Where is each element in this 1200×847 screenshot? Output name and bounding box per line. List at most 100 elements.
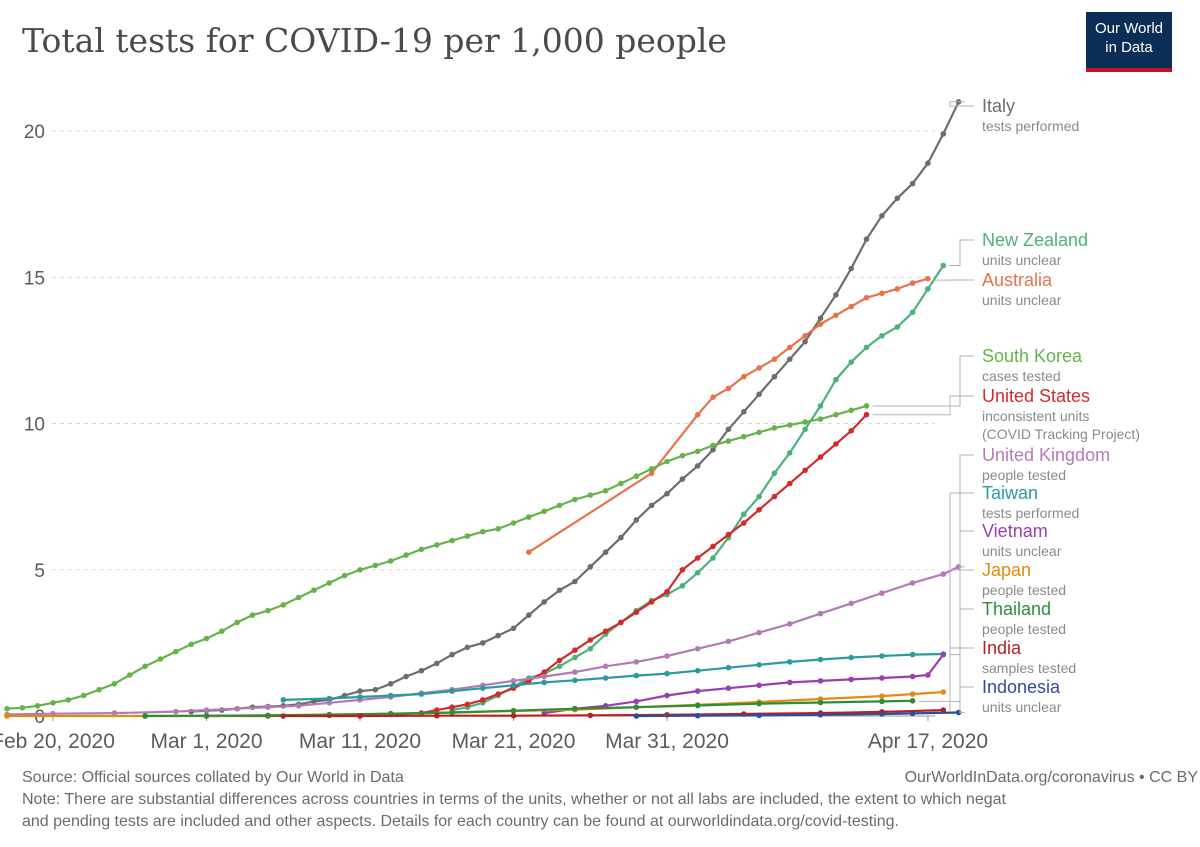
data-point-australia[interactable]: [694, 411, 701, 418]
data-point-south-korea[interactable]: [863, 403, 870, 409]
data-point-south-korea[interactable]: [556, 502, 563, 509]
series-line-united-kingdom[interactable]: [5, 565, 960, 716]
data-point-south-korea[interactable]: [848, 407, 854, 414]
data-point-japan[interactable]: [879, 693, 885, 699]
data-point-taiwan[interactable]: [694, 667, 701, 674]
data-point-italy[interactable]: [618, 534, 624, 541]
data-point-united-states[interactable]: [741, 520, 747, 526]
data-point-italy[interactable]: [833, 292, 839, 298]
data-point-new-zealand[interactable]: [694, 569, 701, 576]
data-point-united-kingdom[interactable]: [817, 610, 824, 617]
data-point-italy[interactable]: [648, 502, 655, 509]
data-point-australia[interactable]: [894, 286, 901, 292]
data-point-south-korea[interactable]: [4, 705, 10, 712]
data-point-united-states[interactable]: [725, 531, 732, 538]
data-point-south-korea[interactable]: [418, 546, 425, 553]
data-point-new-zealand[interactable]: [925, 286, 931, 292]
data-point-taiwan[interactable]: [602, 675, 609, 681]
data-point-united-states[interactable]: [618, 619, 624, 626]
data-point-south-korea[interactable]: [188, 641, 194, 648]
data-point-taiwan[interactable]: [787, 659, 793, 665]
data-point-vietnam[interactable]: [879, 675, 885, 681]
data-point-united-states[interactable]: [556, 657, 563, 664]
data-point-italy[interactable]: [679, 476, 686, 482]
series-south-korea[interactable]: [4, 403, 870, 712]
data-point-italy[interactable]: [464, 644, 471, 651]
series-label-united-kingdom[interactable]: United Kingdom: [982, 445, 1110, 465]
data-point-thailand[interactable]: [756, 700, 762, 707]
data-point-vietnam[interactable]: [756, 682, 762, 689]
data-point-united-kingdom[interactable]: [848, 600, 854, 607]
series-line-united-states[interactable]: [205, 413, 868, 718]
data-point-south-korea[interactable]: [311, 587, 317, 593]
data-point-thailand[interactable]: [510, 707, 517, 714]
data-point-taiwan[interactable]: [387, 692, 394, 699]
data-point-italy[interactable]: [879, 213, 885, 219]
data-point-south-korea[interactable]: [157, 656, 164, 662]
data-point-new-zealand[interactable]: [848, 359, 854, 365]
data-point-new-zealand[interactable]: [894, 324, 901, 330]
data-point-vietnam[interactable]: [817, 678, 824, 684]
data-point-new-zealand[interactable]: [879, 333, 885, 339]
data-point-italy[interactable]: [495, 632, 501, 639]
data-point-south-korea[interactable]: [219, 628, 225, 634]
data-point-thailand[interactable]: [449, 709, 455, 716]
data-point-south-korea[interactable]: [510, 520, 517, 526]
data-point-south-korea[interactable]: [480, 528, 486, 535]
data-point-vietnam[interactable]: [940, 651, 947, 658]
data-point-australia[interactable]: [879, 290, 885, 297]
series-line-india[interactable]: [282, 708, 945, 718]
data-point-new-zealand[interactable]: [771, 470, 778, 477]
series-line-new-zealand[interactable]: [451, 264, 945, 712]
data-point-indonesia[interactable]: [694, 712, 701, 719]
series-vietnam[interactable]: [541, 651, 947, 716]
data-point-united-states[interactable]: [863, 411, 870, 418]
data-point-italy[interactable]: [817, 315, 824, 322]
data-point-united-states[interactable]: [833, 441, 839, 447]
data-point-indonesia[interactable]: [633, 713, 640, 719]
series-italy[interactable]: [188, 99, 962, 715]
data-point-australia[interactable]: [817, 321, 824, 327]
data-point-taiwan[interactable]: [480, 685, 486, 691]
data-point-italy[interactable]: [741, 409, 747, 415]
data-point-south-korea[interactable]: [234, 619, 240, 626]
data-point-new-zealand[interactable]: [741, 511, 747, 517]
data-point-italy[interactable]: [725, 426, 732, 433]
data-point-united-kingdom[interactable]: [541, 673, 547, 680]
series-label-japan[interactable]: Japan: [982, 560, 1031, 580]
series-label-vietnam[interactable]: Vietnam: [982, 521, 1048, 541]
series-new-zealand[interactable]: [449, 262, 947, 713]
data-point-italy[interactable]: [526, 612, 532, 618]
data-point-new-zealand[interactable]: [587, 645, 594, 652]
data-point-south-korea[interactable]: [265, 607, 271, 614]
data-point-italy[interactable]: [863, 236, 870, 242]
data-point-australia[interactable]: [787, 344, 793, 351]
data-point-italy[interactable]: [587, 564, 594, 570]
data-point-italy[interactable]: [572, 578, 578, 585]
data-point-australia[interactable]: [648, 470, 655, 477]
data-point-south-korea[interactable]: [572, 496, 578, 503]
data-point-south-korea[interactable]: [341, 572, 348, 579]
data-point-united-kingdom[interactable]: [234, 705, 240, 712]
data-point-new-zealand[interactable]: [863, 344, 870, 351]
data-point-australia[interactable]: [863, 294, 870, 301]
data-point-italy[interactable]: [602, 549, 609, 555]
data-point-italy[interactable]: [894, 195, 901, 202]
data-point-united-states[interactable]: [449, 704, 455, 710]
data-point-japan[interactable]: [940, 689, 947, 695]
data-point-australia[interactable]: [526, 549, 532, 555]
data-point-south-korea[interactable]: [679, 452, 686, 459]
data-point-vietnam[interactable]: [633, 698, 640, 705]
data-point-australia[interactable]: [771, 356, 778, 363]
data-point-australia[interactable]: [710, 394, 716, 401]
data-point-india[interactable]: [940, 707, 947, 713]
data-point-italy[interactable]: [449, 651, 455, 658]
data-point-south-korea[interactable]: [741, 433, 747, 440]
data-point-south-korea[interactable]: [65, 697, 72, 703]
data-point-taiwan[interactable]: [280, 697, 287, 703]
data-point-australia[interactable]: [756, 365, 762, 371]
series-taiwan[interactable]: [280, 651, 947, 703]
data-point-australia[interactable]: [925, 275, 931, 282]
data-point-united-states[interactable]: [541, 669, 547, 675]
data-point-united-states[interactable]: [817, 454, 824, 460]
